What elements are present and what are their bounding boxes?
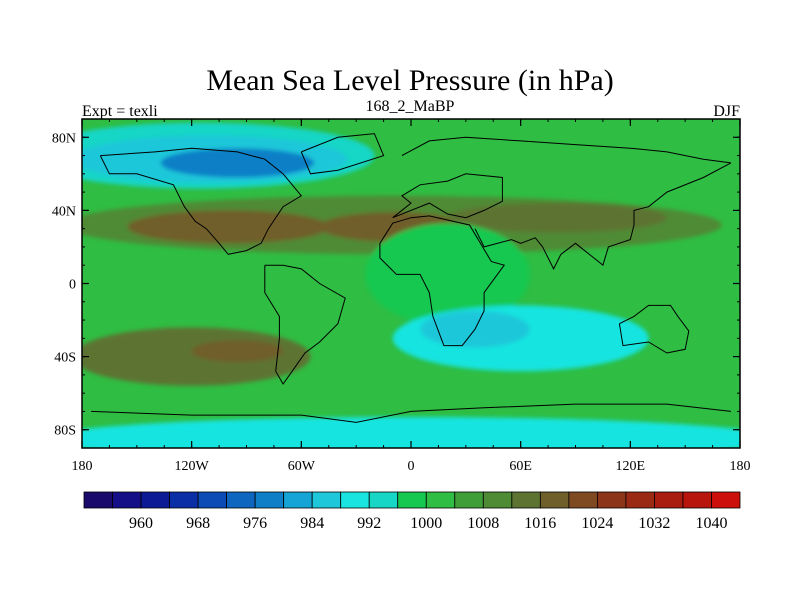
colorbar-swatch	[654, 491, 684, 509]
field-north-pacific-low-core	[160, 148, 315, 178]
x-tick-label: 60E	[509, 459, 532, 474]
colorbar-label: 1016	[524, 515, 556, 532]
colorbar-swatch	[397, 491, 427, 509]
colorbar-swatch	[83, 491, 113, 509]
colorbar-label: 1024	[581, 515, 613, 532]
colorbar: 960 968 976 984 992 1000 1008 1016 1024 1032 1040	[83, 491, 741, 532]
x-tick-label: 180	[72, 459, 93, 474]
field-subtropical-high-south-core	[191, 340, 284, 363]
colorbar-swatch	[539, 491, 570, 509]
colorbar-swatch	[340, 491, 370, 509]
x-tick-label: 120E	[616, 459, 646, 474]
colorbar-swatch	[596, 491, 627, 509]
field-subtropical-high-asia	[447, 203, 667, 233]
coastline-5	[379, 215, 506, 347]
y-tick-label: 80N	[52, 131, 76, 146]
subtitle-center: 168_2_MaBP	[366, 98, 455, 115]
colorbar-swatch	[482, 491, 513, 509]
x-tick-label: 120W	[175, 459, 210, 474]
y-tick-label: 40N	[52, 204, 76, 219]
colorbar-swatch	[169, 491, 199, 509]
coastline-6	[392, 173, 503, 219]
colorbar-swatch	[454, 491, 484, 509]
x-tick-label: 60W	[288, 459, 316, 474]
pressure-field	[82, 119, 740, 448]
axis-ticks: 180 120W 60W 0 60E 120E 180 80N 40N 0 40S 80S	[52, 118, 751, 474]
colorbar-swatch	[140, 491, 170, 509]
colorbar-label: 960	[129, 515, 153, 532]
coastline-2	[300, 133, 385, 175]
y-tick-label: 80S	[54, 424, 76, 439]
colorbar-label: 1000	[410, 515, 442, 532]
field-tropical-low-africa	[365, 223, 530, 326]
colorbar-label: 1008	[467, 515, 499, 532]
coastline-4	[264, 264, 346, 385]
chart-title: Mean Sea Level Pressure (in hPa)	[206, 64, 613, 97]
colorbar-label: 968	[186, 515, 210, 532]
coastline-3	[99, 147, 303, 255]
colorbar-swatch	[112, 491, 142, 509]
colorbar-label: 984	[300, 515, 324, 532]
colorbar-swatch	[682, 491, 712, 509]
field-southern-ocean-low	[82, 416, 740, 448]
colorbar-swatch	[197, 491, 228, 509]
colorbar-label: 976	[243, 515, 267, 532]
coastline-9	[91, 403, 731, 423]
colorbar-label: 1032	[638, 515, 670, 532]
colorbar-swatch	[226, 491, 256, 509]
colorbar-label: 1040	[696, 515, 728, 532]
colorbar-swatch	[625, 491, 655, 509]
experiment-label: Expt = texli	[82, 103, 158, 120]
colorbar-swatch	[568, 491, 598, 509]
y-tick-label: 40S	[54, 351, 76, 366]
season-label: DJF	[713, 103, 740, 120]
coastline-overlay	[91, 133, 732, 423]
colorbar-swatch	[254, 491, 285, 509]
colorbar-label: 992	[357, 515, 381, 532]
x-tick-label: 0	[408, 459, 415, 474]
colorbar-swatch	[425, 491, 456, 509]
y-tick-label: 0	[69, 278, 76, 293]
colorbar-swatch	[511, 491, 541, 509]
x-tick-label: 180	[730, 459, 751, 474]
colorbar-swatch	[311, 491, 342, 509]
field-subtropical-high-north-pacific	[127, 210, 329, 244]
colorbar-swatch	[368, 491, 399, 509]
coastline-7	[474, 162, 732, 271]
colorbar-swatch	[283, 491, 313, 509]
coastline-8	[618, 304, 690, 354]
coastline-1	[401, 136, 731, 164]
colorbar-swatch	[711, 491, 741, 509]
